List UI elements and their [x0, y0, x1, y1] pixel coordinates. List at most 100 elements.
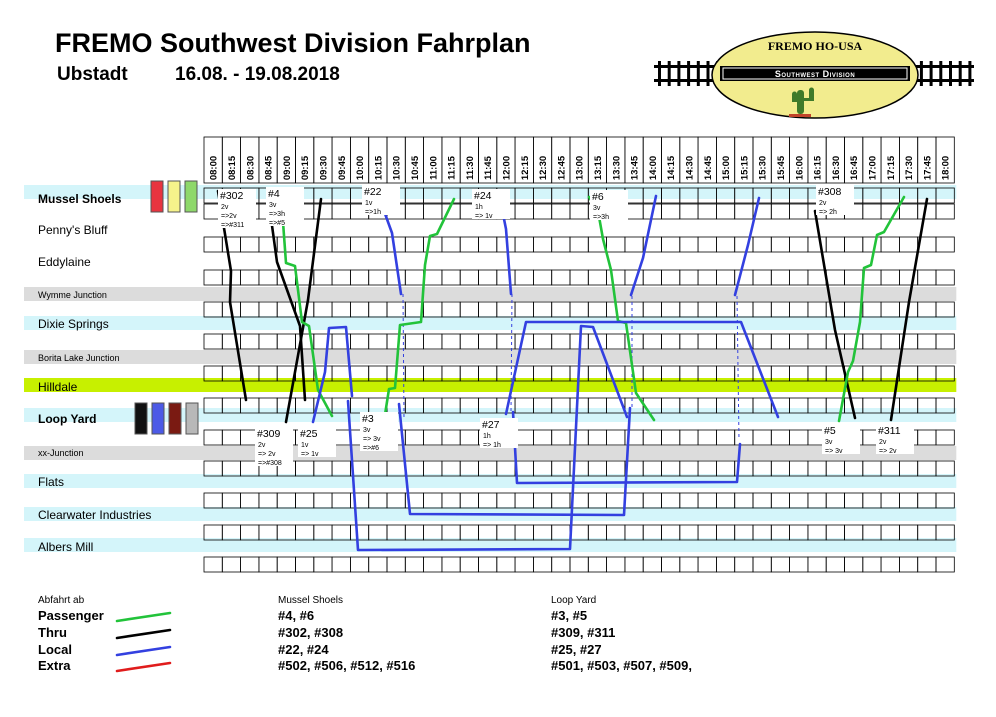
legend-line — [115, 645, 172, 657]
train-note: => 3v — [363, 436, 381, 443]
timeline-cell — [606, 236, 626, 253]
time-label: 09:00 — [282, 156, 293, 180]
timeline-cell — [423, 556, 443, 573]
time-label: 11:15 — [447, 155, 458, 179]
timeline-cell — [404, 333, 424, 350]
timeline-cell — [752, 236, 772, 253]
legend-mussel-local: #22, #24 — [278, 642, 329, 657]
time-label: 17:00 — [867, 156, 878, 180]
train-note-box — [480, 418, 518, 448]
timeline-cell — [203, 269, 223, 286]
train-id: #27 — [482, 419, 500, 431]
timeline-cell — [478, 460, 498, 477]
timeline-cell — [533, 429, 553, 446]
timeline-cell — [862, 269, 882, 286]
timeline-cell — [587, 460, 607, 477]
loop-track-swatch — [168, 402, 182, 435]
timeline-cell — [606, 269, 626, 286]
timeline-cell — [478, 333, 498, 350]
timeline-cell — [679, 236, 699, 253]
timeline-cell — [789, 301, 809, 318]
timeline-cell — [752, 492, 772, 509]
time-labels: 08:00 08:15 08:30 08:45 09:00 09:15 09:30 09:45… — [203, 136, 955, 184]
train-id: #308 — [818, 186, 842, 198]
timeline-cell — [752, 460, 772, 477]
timeline-cell — [404, 429, 424, 446]
timeline-cell — [496, 556, 516, 573]
timeline-cell — [478, 556, 498, 573]
timeline-cell — [533, 236, 553, 253]
timeline-cell — [679, 301, 699, 318]
timeline-cell — [807, 460, 827, 477]
timeline-cell — [258, 333, 278, 350]
timeline-cell — [569, 269, 589, 286]
timeline-cell — [734, 203, 754, 220]
timeline-cell — [386, 556, 406, 573]
logo-top-text: FREMO HO-USA — [768, 39, 863, 53]
timeline-cell — [642, 429, 662, 446]
train-note-box — [590, 190, 628, 220]
timeline-cell — [221, 556, 242, 573]
time-label: 08:45 — [264, 155, 275, 180]
time-label: 11:00 — [428, 156, 439, 180]
timeline-cell — [770, 203, 790, 220]
timeline-cell — [514, 460, 534, 477]
train-path — [311, 325, 354, 424]
timeline-cell — [423, 301, 443, 318]
time-label: 10:30 — [392, 156, 403, 180]
timeline-cell — [459, 333, 479, 350]
timeline-cell — [478, 301, 498, 318]
timeline-cell — [203, 460, 223, 477]
timeline-cell — [478, 524, 498, 541]
timeline-cell — [825, 301, 845, 318]
timeline-cell — [770, 429, 790, 446]
timeline-cell — [551, 429, 571, 446]
timeline-cell — [551, 556, 571, 573]
time-header-cell — [935, 136, 955, 184]
legend-type-extra: Extra — [38, 658, 71, 673]
station-label: Loop Yard — [38, 412, 96, 426]
timeline-cell — [935, 492, 955, 509]
timeline-cell — [459, 301, 479, 318]
train-id: #309 — [257, 428, 281, 440]
timeline-cell — [606, 460, 626, 477]
timeline-cell — [661, 492, 681, 509]
timeline-cell — [533, 556, 553, 573]
timeline-cell — [386, 269, 406, 286]
timeline-cell — [551, 203, 571, 220]
timeline-cell — [624, 524, 644, 541]
timeline-cell — [862, 460, 882, 477]
time-label: 13:45 — [630, 155, 641, 180]
timeline-cell — [825, 556, 845, 573]
timeline-cell — [862, 556, 882, 573]
loop-track-swatch — [151, 402, 165, 435]
timeline-cell — [240, 492, 260, 509]
time-label: 08:15 — [227, 155, 238, 180]
timeline-cell — [441, 460, 461, 477]
train-note: 2v — [258, 442, 266, 449]
rail-tie — [949, 61, 952, 86]
train-note: 1h — [475, 204, 483, 211]
station-bands — [24, 185, 957, 552]
timeline-cell — [276, 524, 296, 541]
timeline-cell — [734, 492, 754, 509]
timeline-cell — [807, 524, 827, 541]
time-label: 08:00 — [209, 156, 220, 180]
timeline-cell — [386, 460, 406, 477]
timeline-cell — [423, 460, 443, 477]
timeline-cell — [770, 492, 790, 509]
timeline-cell — [825, 236, 845, 253]
timeline-cell — [551, 236, 571, 253]
timeline-cell — [240, 524, 260, 541]
timeline-cell — [313, 460, 333, 477]
cactus-icon — [789, 87, 814, 117]
rail-tie — [687, 61, 691, 86]
train-id: #5 — [824, 425, 836, 437]
legend-line — [115, 611, 172, 623]
timeline-cell — [441, 236, 461, 253]
timeline-cell — [203, 236, 223, 253]
timeline-cell — [496, 524, 516, 541]
timeline-cell — [789, 429, 809, 446]
time-label: 16:00 — [794, 156, 805, 180]
train-note: 3v — [825, 439, 833, 446]
